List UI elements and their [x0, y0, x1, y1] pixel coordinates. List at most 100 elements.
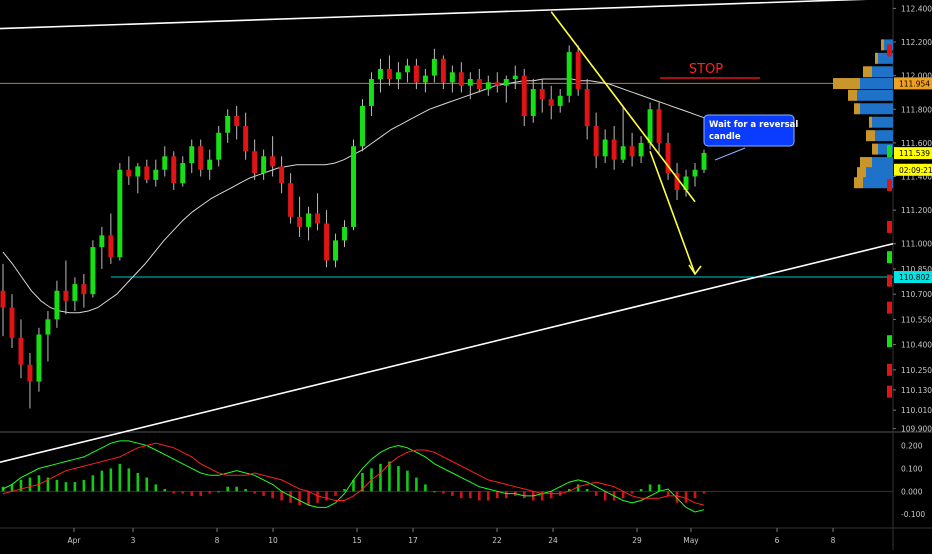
- candle[interactable]: [467, 79, 473, 86]
- candle[interactable]: [431, 58, 437, 76]
- candle[interactable]: [234, 115, 240, 127]
- candle[interactable]: [548, 99, 554, 106]
- candle[interactable]: [413, 65, 419, 83]
- candle[interactable]: [81, 284, 87, 295]
- candle[interactable]: [521, 75, 527, 116]
- osc-histogram-bar: [621, 491, 625, 499]
- trendline-descending-resistance[interactable]: [550, 11, 696, 203]
- candle[interactable]: [701, 152, 707, 170]
- candle[interactable]: [153, 169, 159, 180]
- candle[interactable]: [288, 183, 294, 217]
- price-tick-label: 112.400: [901, 4, 932, 13]
- candle[interactable]: [324, 223, 330, 261]
- price-tag[interactable]: [894, 77, 932, 90]
- osc-histogram-bar: [109, 468, 113, 492]
- candle[interactable]: [306, 213, 312, 227]
- trendline-upper-channel[interactable]: [0, 0, 893, 30]
- candle[interactable]: [377, 68, 383, 80]
- candle[interactable]: [72, 284, 78, 301]
- trendline-lower-channel[interactable]: [0, 242, 894, 464]
- candle[interactable]: [530, 89, 536, 116]
- candle[interactable]: [557, 95, 563, 106]
- candle[interactable]: [351, 146, 356, 227]
- candle[interactable]: [584, 89, 590, 127]
- candle[interactable]: [243, 126, 249, 152]
- candle[interactable]: [566, 52, 572, 96]
- candle[interactable]: [54, 290, 60, 320]
- candle[interactable]: [593, 126, 599, 157]
- candle[interactable]: [0, 290, 6, 308]
- candle[interactable]: [683, 176, 689, 190]
- candle[interactable]: [162, 156, 168, 170]
- candle[interactable]: [395, 72, 401, 80]
- candle[interactable]: [9, 307, 15, 338]
- candle[interactable]: [45, 319, 51, 335]
- candle[interactable]: [674, 173, 680, 190]
- candle[interactable]: [638, 142, 644, 157]
- candle[interactable]: [602, 139, 608, 157]
- osc-series-2[interactable]: [2, 442, 705, 506]
- volume-profile-bar: [860, 157, 872, 169]
- candle[interactable]: [575, 52, 581, 90]
- candle[interactable]: [656, 109, 662, 143]
- candle[interactable]: [503, 79, 509, 86]
- candle[interactable]: [422, 75, 428, 83]
- candle[interactable]: [342, 226, 347, 241]
- candle[interactable]: [216, 132, 222, 160]
- candle[interactable]: [189, 146, 195, 164]
- candle[interactable]: [171, 156, 177, 184]
- candle[interactable]: [90, 247, 96, 295]
- candle[interactable]: [18, 337, 24, 365]
- candle[interactable]: [458, 72, 464, 86]
- candle[interactable]: [386, 68, 392, 80]
- candle[interactable]: [494, 82, 500, 86]
- candle[interactable]: [225, 115, 231, 133]
- candle[interactable]: [692, 169, 698, 177]
- candle[interactable]: [512, 75, 518, 80]
- candle[interactable]: [369, 79, 374, 106]
- candle[interactable]: [180, 163, 186, 184]
- price-tag[interactable]: [894, 147, 932, 160]
- candle[interactable]: [611, 139, 617, 160]
- osc-histogram-bar: [190, 491, 194, 496]
- candle[interactable]: [360, 105, 365, 147]
- candle[interactable]: [270, 156, 276, 167]
- candle[interactable]: [665, 142, 671, 174]
- candle[interactable]: [449, 72, 455, 83]
- candle[interactable]: [126, 169, 132, 177]
- candle[interactable]: [279, 166, 285, 184]
- candle[interactable]: [297, 216, 303, 227]
- candle[interactable]: [485, 82, 491, 90]
- candle[interactable]: [144, 166, 150, 180]
- candle[interactable]: [539, 89, 545, 100]
- candle[interactable]: [63, 290, 69, 301]
- osc-histogram-bar: [540, 491, 544, 501]
- candle[interactable]: [440, 58, 446, 83]
- price-tag[interactable]: [894, 271, 932, 284]
- osc-histogram-bar: [28, 477, 32, 492]
- candle[interactable]: [315, 213, 321, 224]
- candle[interactable]: [36, 334, 42, 382]
- osc-series-1[interactable]: [2, 440, 705, 513]
- candle[interactable]: [135, 166, 141, 177]
- candle[interactable]: [647, 109, 653, 143]
- candle[interactable]: [207, 159, 213, 170]
- candle[interactable]: [261, 156, 267, 174]
- candle[interactable]: [198, 146, 204, 170]
- candle[interactable]: [27, 364, 33, 382]
- price-tag[interactable]: [894, 163, 932, 176]
- candle[interactable]: [252, 151, 258, 174]
- trendline-projected-path[interactable]: [649, 151, 696, 275]
- callout-box[interactable]: [703, 114, 795, 147]
- candle[interactable]: [629, 146, 635, 157]
- osc-histogram-bar: [361, 472, 364, 492]
- candle[interactable]: [99, 235, 105, 248]
- candle[interactable]: [108, 235, 114, 258]
- candle[interactable]: [620, 146, 626, 160]
- candle[interactable]: [476, 79, 482, 90]
- candle[interactable]: [117, 169, 123, 258]
- candle[interactable]: [333, 240, 338, 261]
- candle[interactable]: [404, 65, 410, 73]
